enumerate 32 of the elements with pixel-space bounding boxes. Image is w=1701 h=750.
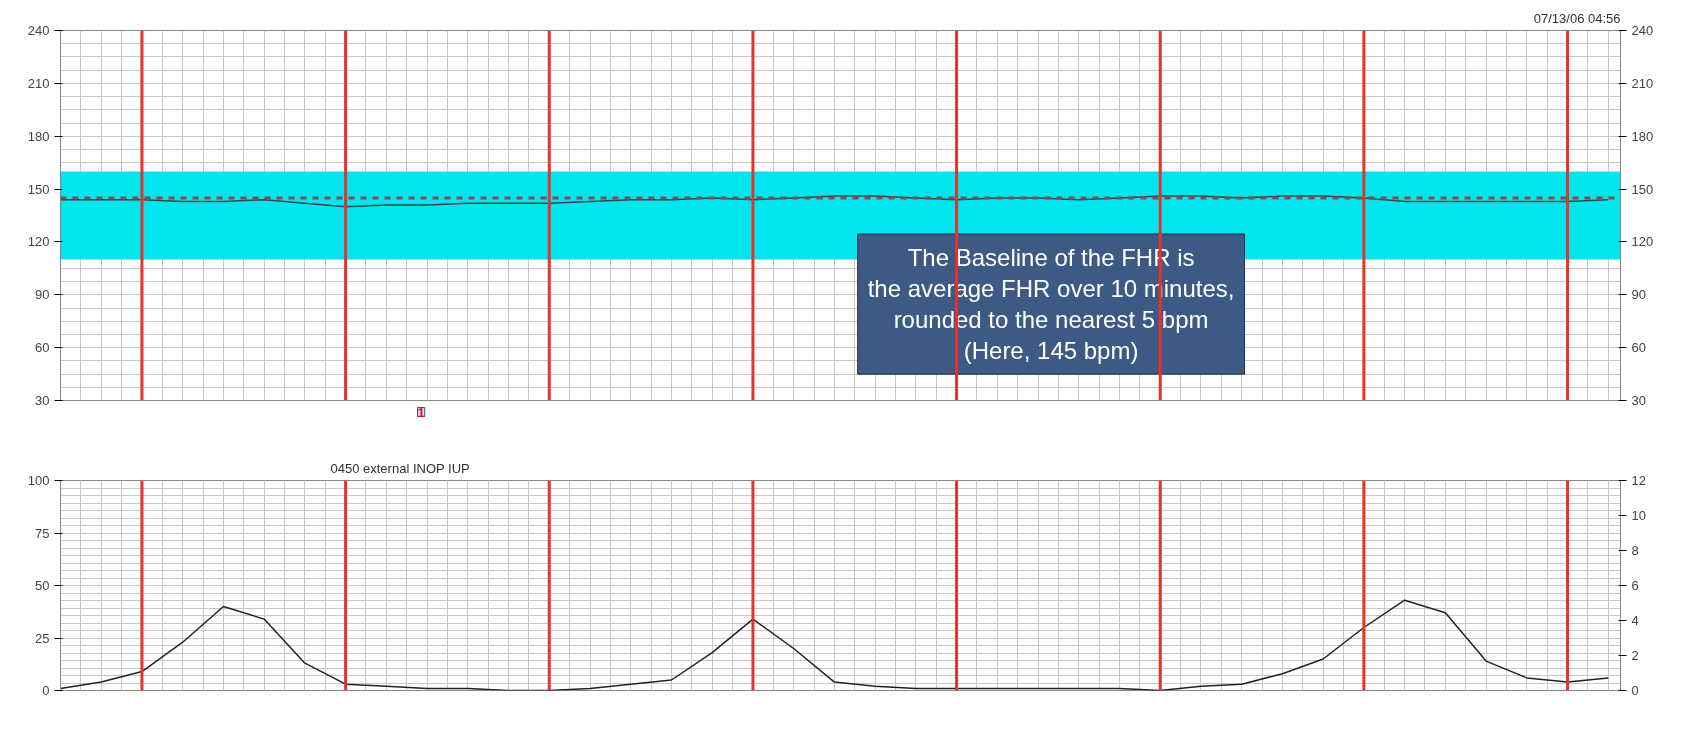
- y2-tick-label: 120: [1631, 234, 1654, 250]
- y-tick-label: 60: [35, 340, 50, 356]
- y2-tick-label: 6: [1631, 578, 1639, 593]
- y2-tick-label: 10: [1631, 508, 1646, 523]
- line-series: [60, 195, 1610, 208]
- y-tick-label: 210: [27, 75, 50, 91]
- y2-tick-label: 210: [1631, 75, 1654, 91]
- text: 07/13/06 04:56: [1533, 10, 1621, 26]
- y2-tick-label: 0: [1631, 683, 1639, 698]
- line-series: [60, 599, 1610, 691]
- y-tick-label: 30: [35, 393, 50, 408]
- y-tick-label: 150: [27, 181, 50, 197]
- y-tick-label: 120: [27, 234, 50, 250]
- y2-tick-label: 2: [1631, 648, 1639, 663]
- y-tick-label: 180: [27, 128, 50, 144]
- text: 0450 external INOP IUP: [330, 460, 470, 476]
- y-tick-label: 25: [35, 630, 50, 646]
- y2-tick-label: 90: [1631, 287, 1646, 303]
- y2-tick-label: 8: [1631, 543, 1639, 558]
- y-tick-label: 90: [35, 287, 50, 303]
- y2-tick-label: 240: [1631, 23, 1654, 38]
- y2-tick-label: 30: [1631, 393, 1646, 408]
- y2-tick-label: 180: [1631, 128, 1654, 144]
- y-tick-label: 0: [42, 683, 50, 698]
- y-tick-label: 100: [27, 473, 50, 488]
- y-tick-label: 50: [35, 578, 50, 593]
- y2-tick-label: 60: [1631, 340, 1646, 356]
- y2-tick-label: 150: [1631, 181, 1654, 197]
- y-tick-label: 75: [35, 525, 50, 541]
- y2-tick-label: 4: [1631, 613, 1639, 628]
- y2-tick-label: 12: [1631, 473, 1646, 488]
- y-tick-label: 240: [27, 23, 50, 38]
